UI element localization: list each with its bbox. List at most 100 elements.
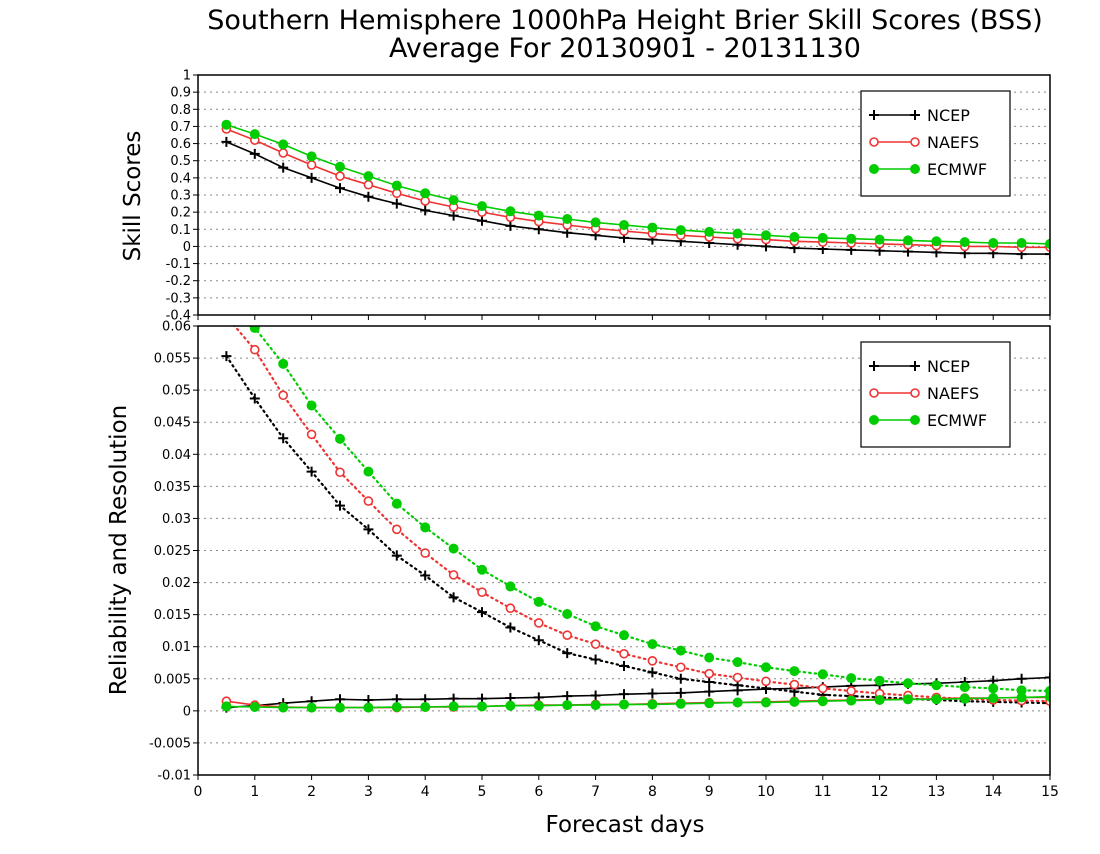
bottom-data-point-naefs-resolution (420, 548, 431, 558)
bottom-y-tick-label: -0.01 (157, 769, 191, 784)
top-y-tick-label: 0.9 (170, 86, 191, 101)
top-legend-marker (910, 110, 920, 120)
top-data-point-ecmwf (789, 232, 800, 242)
bottom-y-tick-label: 0.04 (162, 448, 191, 463)
top-legend-box (860, 90, 1011, 197)
top-data-point-ecmwf (249, 129, 260, 140)
bottom-data-point-ecmwf-reliability (363, 702, 374, 713)
bottom-data-point-ecmwf-reliability (249, 702, 260, 713)
top-frame (197, 74, 1051, 316)
top-data-point-ncep (249, 148, 260, 159)
bottom-data-point-ncep-reliability (1045, 672, 1050, 683)
bottom-y-tick-label: 0.045 (154, 416, 191, 431)
bottom-data-point-ecmwf-resolution (533, 596, 544, 607)
top-data-point-ncep (448, 210, 459, 221)
bottom-data-point-ecmwf-reliability (278, 702, 289, 713)
top-y-tick-label: 0.4 (170, 171, 191, 186)
top-legend-marker (910, 164, 920, 174)
bottom-data-point-ncep-reliability (675, 687, 686, 698)
bottom-legend-box (860, 341, 1011, 448)
bottom-data-point-ncep-resolution (590, 654, 601, 665)
top-data-point-ecmwf (817, 232, 828, 243)
bottom-data-point-ecmwf-resolution (874, 675, 885, 686)
bottom-data-point-ecmwf-resolution (959, 682, 970, 693)
top-data-point-ecmwf (704, 226, 715, 237)
top-y-tick-label: 0.1 (170, 223, 191, 238)
bottom-data-point-naefs-resolution (732, 672, 743, 683)
bottom-data-point-ncep-reliability (562, 691, 573, 702)
bottom-data-point-naefs-resolution (533, 618, 544, 628)
bottom-data-point-naefs-resolution (817, 683, 828, 694)
bottom-data-point-naefs-resolution (505, 603, 516, 614)
top-data-point-ecmwf (363, 171, 374, 182)
top-data-point-ecmwf (505, 206, 516, 217)
bottom-data-point-ecmwf-reliability (335, 702, 345, 713)
bottom-data-point-naefs-resolution (562, 630, 573, 640)
top-data-point-ecmwf (562, 214, 573, 224)
bottom-series-line-ncep-reliability (226, 676, 1050, 709)
bottom-data-point-ecmwf-resolution (1045, 685, 1050, 696)
bottom-x-tick-label: 6 (534, 784, 543, 800)
bottom-data-point-naefs-resolution (335, 467, 345, 478)
bottom-data-point-ncep-resolution (675, 673, 686, 684)
bottom-x-tick-label: 12 (871, 784, 889, 800)
top-legend-label: NAEFS (927, 133, 979, 152)
bottom-data-point-ncep-reliability (647, 688, 658, 699)
top-data-point-ncep (505, 220, 516, 231)
bottom-data-point-ecmwf-resolution (846, 673, 857, 684)
bottom-y-tick-label: 0.035 (154, 480, 191, 495)
top-y-tick-label: 0.2 (170, 206, 191, 221)
bottom-data-point-ecmwf-resolution (619, 630, 629, 641)
bottom-data-point-ecmwf-reliability (221, 701, 232, 712)
bottom-data-point-ecmwf-resolution (448, 543, 459, 554)
bottom-data-point-ncep-resolution (448, 592, 459, 603)
bottom-y-tick-label: 0.015 (154, 608, 191, 623)
bottom-data-point-naefs-resolution (846, 686, 857, 696)
top-data-point-naefs (363, 179, 374, 190)
bottom-data-point-ecmwf-resolution (903, 678, 913, 689)
bottom-data-point-naefs-resolution (278, 390, 289, 401)
bottom-data-point-ecmwf-reliability (761, 697, 771, 708)
bottom-data-point-naefs-resolution (477, 587, 487, 597)
top-data-point-ncep (477, 215, 487, 226)
bottom-legend-marker (869, 361, 879, 371)
bottom-plot-area (221, 288, 1050, 713)
top-data-point-naefs (278, 148, 289, 158)
top-data-point-ecmwf (306, 151, 317, 162)
bottom-data-point-ncep-resolution (647, 667, 658, 678)
bottom-data-point-naefs-resolution (222, 312, 230, 320)
bottom-data-point-ecmwf-reliability (931, 694, 942, 705)
bottom-x-tick-label: 11 (814, 784, 832, 800)
bottom-data-point-ecmwf-reliability (562, 700, 573, 711)
bottom-data-point-ecmwf-resolution (222, 288, 231, 297)
bottom-x-tick-label: 2 (307, 784, 316, 800)
top-y-tick-label: 0 (183, 240, 191, 255)
top-y-tick-label: 0.7 (170, 120, 191, 135)
bottom-x-tick-label: 1 (250, 784, 259, 800)
bottom-data-point-ncep-resolution (562, 648, 573, 659)
bottom-data-point-ecmwf-reliability (789, 696, 800, 707)
bottom-data-point-ncep-resolution (420, 570, 431, 581)
bottom-data-point-ecmwf-reliability (533, 700, 544, 711)
bottom-data-point-ecmwf-resolution (931, 680, 942, 691)
bottom-x-tick-label: 7 (591, 784, 600, 800)
bottom-data-point-naefs-resolution (675, 662, 686, 673)
top-data-point-ecmwf (931, 236, 942, 247)
bottom-legend-marker (869, 415, 879, 425)
bottom-legend-marker (910, 415, 920, 425)
top-data-point-naefs (306, 160, 317, 170)
top-legend-label: NCEP (927, 106, 970, 125)
top-y-tick-label: -0.1 (166, 257, 191, 272)
bottom-legend-label: NAEFS (927, 384, 979, 403)
bottom-data-point-ncep-reliability (704, 686, 715, 697)
bottom-data-point-ecmwf-resolution (817, 669, 828, 680)
top-y-tick-label: -0.3 (166, 291, 191, 306)
top-data-point-ecmwf (1045, 238, 1050, 249)
bottom-data-point-ecmwf-resolution (562, 609, 573, 620)
top-data-point-ncep (221, 136, 232, 147)
top-data-point-ecmwf (391, 180, 402, 191)
bottom-x-tick-label: 0 (194, 784, 203, 800)
bottom-y-tick-label: 0.06 (162, 320, 191, 335)
chart-subtitle: Average For 20130901 - 20131130 (389, 33, 861, 64)
bottom-legend-marker (910, 361, 920, 371)
